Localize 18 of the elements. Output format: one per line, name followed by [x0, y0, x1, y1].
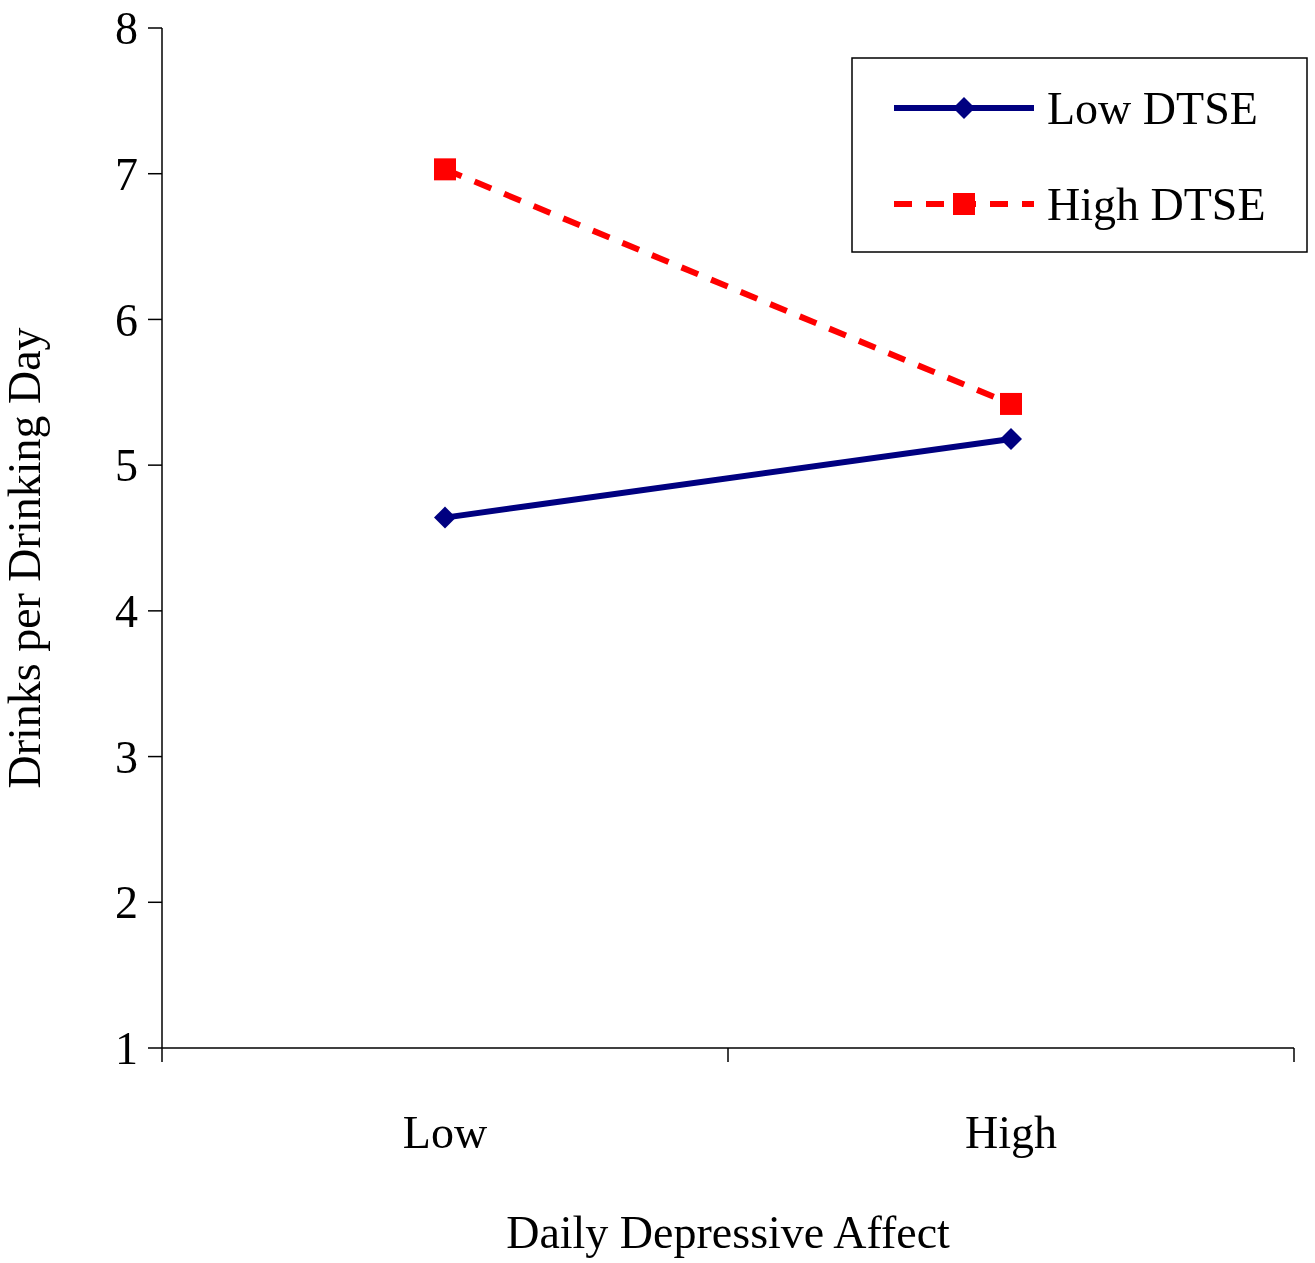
- y-tick-label: 7: [115, 148, 138, 200]
- point: [1000, 392, 1022, 415]
- legend-label: High DTSE: [1047, 179, 1266, 231]
- y-tick-label: 3: [115, 731, 138, 783]
- point: [1000, 427, 1022, 450]
- x-tick-label: High: [965, 1107, 1057, 1159]
- point: [434, 506, 456, 529]
- y-tick-label: 2: [115, 877, 138, 929]
- legend-label: Low DTSE: [1047, 83, 1258, 135]
- y-tick-label: 5: [115, 440, 138, 492]
- y-tick-label: 4: [115, 585, 138, 637]
- y-tick-label: 6: [115, 294, 138, 346]
- y-tick-label: 1: [115, 1023, 138, 1075]
- point: [434, 158, 456, 181]
- y-tick-label: 8: [115, 3, 138, 55]
- x-tick-label: Low: [402, 1107, 488, 1159]
- x-axis-title: Daily Depressive Affect: [506, 1207, 951, 1259]
- y-axis-title: Drinks per Drinking Day: [0, 327, 50, 789]
